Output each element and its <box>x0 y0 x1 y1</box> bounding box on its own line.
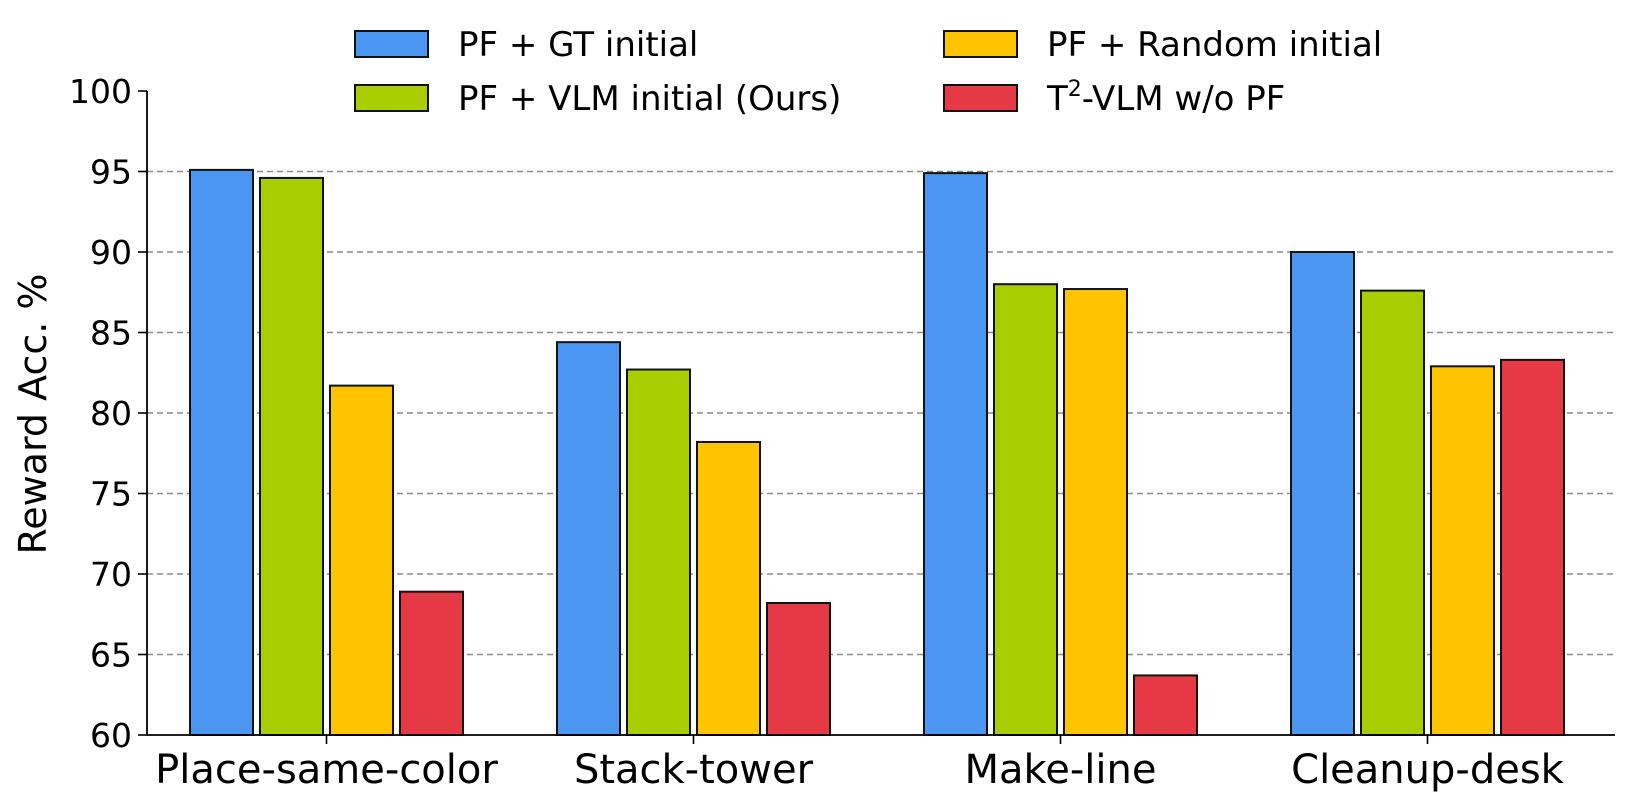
legend: PF + GT initial PF + VLM initial (Ours) PF… <box>354 25 1382 119</box>
legend-swatch <box>354 30 429 58</box>
legend-swatch <box>943 30 1018 58</box>
category-labels: Place-same-color Stack-tower Make-line Clea… <box>155 747 1565 793</box>
bars <box>189 168 1565 737</box>
category-label: Cleanup-desk <box>1291 747 1565 793</box>
tick-labels: 60 65 70 75 80 85 90 95 100 <box>69 72 132 755</box>
bar-make-line-series-1 <box>923 172 988 737</box>
bar-place-same-color-series-4 <box>399 590 464 737</box>
legend-label: PF + VLM initial (Ours) <box>458 79 841 119</box>
bar-place-same-color-series-1 <box>189 168 254 736</box>
y-tick-label: 85 <box>90 314 132 353</box>
y-tick-label: 70 <box>90 555 132 594</box>
y-tick-label: 65 <box>90 636 132 675</box>
axes <box>138 90 1615 744</box>
bar-cleanup-desk-series-2 <box>1360 289 1425 736</box>
bar-make-line-series-3 <box>1063 288 1128 736</box>
bar-make-line-series-2 <box>993 283 1058 736</box>
bar-cleanup-desk-series-4 <box>1500 358 1565 736</box>
y-tick-label: 60 <box>90 716 132 755</box>
legend-label: PF + Random initial <box>1047 25 1382 65</box>
legend-label: PF + GT initial <box>458 25 698 65</box>
category-label: Make-line <box>965 747 1157 793</box>
bar-stack-tower-series-3 <box>696 440 761 736</box>
y-axis-label: Reward Acc. % <box>11 274 55 555</box>
legend-swatch <box>943 84 1018 112</box>
bar-stack-tower-series-2 <box>626 368 691 736</box>
y-tick-label: 90 <box>90 233 132 272</box>
bar-place-same-color-series-3 <box>329 384 394 736</box>
y-tick-label: 95 <box>90 153 132 192</box>
bar-cleanup-desk-series-3 <box>1430 365 1495 736</box>
legend-swatch <box>354 84 429 112</box>
category-label: Place-same-color <box>155 747 498 793</box>
legend-label: T2-VLM w/o PF <box>1046 77 1285 119</box>
bar-stack-tower-series-4 <box>766 601 831 736</box>
y-tick-label: 75 <box>90 475 132 514</box>
bar-stack-tower-series-1 <box>556 341 621 736</box>
y-tick-label: 100 <box>69 72 132 111</box>
bar-place-same-color-series-2 <box>259 176 324 736</box>
bar-make-line-series-4 <box>1133 674 1198 736</box>
y-tick-label: 80 <box>90 394 132 433</box>
bar-cleanup-desk-series-1 <box>1290 251 1355 736</box>
category-label: Stack-tower <box>574 747 814 793</box>
